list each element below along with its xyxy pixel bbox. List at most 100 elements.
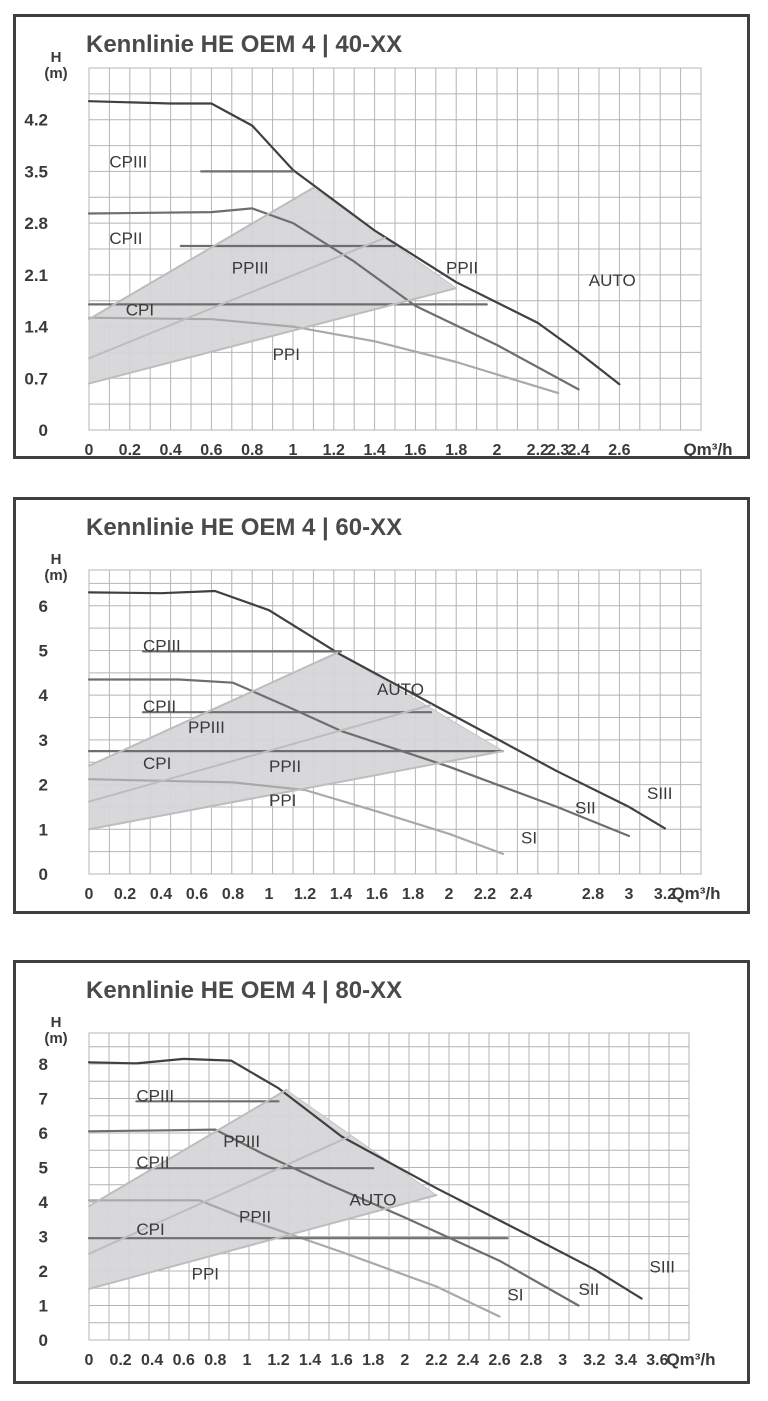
x-tick-label: 3 bbox=[625, 886, 634, 903]
x-tick-label: 1.4 bbox=[299, 1352, 321, 1369]
series-line-si bbox=[87, 1199, 501, 1318]
curve-label: SI bbox=[507, 1285, 523, 1304]
chart-80: CPIII CPII CPI PPIII PPII AUTO PPI SI SII SIII H(m… bbox=[39, 1014, 716, 1369]
x-tick-label: 0.8 bbox=[222, 886, 244, 903]
curve-label: SI bbox=[521, 829, 537, 848]
x-tick-label: 2.3 bbox=[547, 442, 569, 459]
x-tick-label: 0.8 bbox=[241, 442, 263, 459]
chart-60: CPIII CPII CPI PPIII PPII AUTO PPI SI SII SIII H(m… bbox=[39, 551, 721, 903]
x-tick-label: 0 bbox=[85, 442, 94, 459]
y-tick-label: 4 bbox=[39, 1193, 49, 1212]
x-tick-label: 3.2 bbox=[583, 1352, 605, 1369]
x-tick-label: 1.4 bbox=[330, 886, 352, 903]
curve-label: SII bbox=[578, 1280, 599, 1299]
series-line-si bbox=[87, 316, 560, 395]
y-axis-label: (m) bbox=[44, 567, 67, 584]
y-axis-label: (m) bbox=[44, 1030, 67, 1047]
series-line-siii bbox=[87, 589, 667, 830]
curve-label: AUTO bbox=[377, 680, 424, 699]
curve-label: CPI bbox=[136, 1220, 164, 1239]
y-tick-label: 2.8 bbox=[24, 214, 48, 233]
x-tick-label: 1.8 bbox=[402, 886, 424, 903]
curve-label: CPI bbox=[143, 754, 171, 773]
y-axis-label: H bbox=[51, 1014, 62, 1031]
curve-label: PPIII bbox=[188, 718, 225, 737]
x-tick-label: 0 bbox=[85, 1352, 94, 1369]
series-line-ppiii bbox=[88, 186, 315, 321]
curve-label: CPII bbox=[109, 229, 142, 248]
x-tick-label: 0.6 bbox=[186, 886, 208, 903]
y-tick-label: 4 bbox=[39, 686, 49, 705]
x-tick-label: 0.4 bbox=[150, 886, 172, 903]
series-line-si bbox=[87, 778, 505, 855]
x-tick-label: 0.6 bbox=[173, 1352, 195, 1369]
y-axis-label: H bbox=[51, 551, 62, 568]
curve-label: PPI bbox=[273, 345, 300, 364]
curve-label: CPII bbox=[136, 1153, 169, 1172]
x-tick-label: 1.2 bbox=[323, 442, 345, 459]
chart-panel-80: Kennlinie HE OEM 4 | 80-XX CPIII CPII CPI P… bbox=[13, 960, 750, 1384]
curve-label: PPIII bbox=[223, 1132, 260, 1151]
x-tick-label: 1.4 bbox=[363, 442, 385, 459]
curve-label: CPIII bbox=[143, 636, 181, 655]
chart-40: CPIIICPIICPIPPIIIPPIIAUTOPPISISIISIIIH(m… bbox=[24, 49, 732, 459]
series-line-ppii bbox=[88, 1135, 351, 1255]
series-line-siii bbox=[87, 1057, 643, 1300]
y-tick-label: 5 bbox=[39, 641, 48, 660]
chart-title: Kennlinie HE OEM 4 | 80-XX bbox=[86, 977, 403, 1004]
y-tick-label: 2 bbox=[39, 1262, 48, 1281]
x-tick-label: 0.2 bbox=[114, 886, 136, 903]
curve-label: PPI bbox=[269, 791, 296, 810]
x-tick-label: 3.4 bbox=[615, 1352, 637, 1369]
y-tick-label: 3 bbox=[39, 731, 48, 750]
y-tick-label: 3.5 bbox=[24, 162, 48, 181]
series-line-sii bbox=[87, 678, 631, 838]
x-tick-label: 2.4 bbox=[510, 886, 532, 903]
y-tick-label: 0 bbox=[39, 1331, 48, 1350]
y-tick-label: 1.4 bbox=[24, 318, 48, 337]
series-line-ppi bbox=[88, 1194, 438, 1290]
x-tick-label: 2.8 bbox=[582, 886, 604, 903]
series-line-ppiii bbox=[88, 651, 339, 767]
x-tick-label: 1.6 bbox=[366, 886, 388, 903]
y-tick-label: 5 bbox=[39, 1159, 48, 1178]
y-tick-label: 6 bbox=[39, 1124, 48, 1143]
y-tick-label: 8 bbox=[39, 1055, 48, 1074]
y-tick-label: 1 bbox=[39, 1297, 48, 1316]
series-line-sii bbox=[87, 207, 580, 391]
y-tick-label: 2.1 bbox=[24, 266, 48, 285]
x-tick-label: 0.2 bbox=[119, 442, 141, 459]
curve-label: SIII bbox=[647, 784, 673, 803]
x-axis-label: Qm³/h bbox=[671, 884, 720, 903]
series-line-ppii bbox=[88, 236, 386, 360]
y-tick-label: 0 bbox=[39, 421, 48, 440]
chart-title: Kennlinie HE OEM 4 | 40-XX bbox=[86, 31, 403, 58]
x-tick-label: 1.2 bbox=[267, 1352, 289, 1369]
auto-region bbox=[88, 1089, 438, 1290]
x-tick-label: 3 bbox=[558, 1352, 567, 1369]
curve-label: PPII bbox=[239, 1208, 271, 1227]
series-line-ppi bbox=[88, 287, 458, 385]
curve-label: AUTO bbox=[350, 1190, 397, 1209]
x-axis-label: Qm³/h bbox=[683, 440, 732, 459]
series-line-ppii bbox=[88, 704, 432, 803]
x-tick-label: 0.4 bbox=[159, 442, 181, 459]
x-tick-label: 2.6 bbox=[608, 442, 630, 459]
chart-panel-60: Kennlinie HE OEM 4 | 60-XX CPIII CPII CPI P… bbox=[13, 497, 750, 914]
x-tick-label: 2.2 bbox=[527, 442, 549, 459]
curve-label: SIII bbox=[650, 1258, 676, 1277]
x-axis-label: Qm³/h bbox=[666, 1350, 715, 1369]
x-tick-label: 2.8 bbox=[520, 1352, 542, 1369]
series-line-ppi bbox=[88, 750, 504, 831]
x-tick-label: 1.8 bbox=[362, 1352, 384, 1369]
x-tick-label: 1 bbox=[265, 886, 274, 903]
x-tick-label: 0.4 bbox=[141, 1352, 163, 1369]
x-tick-label: 0 bbox=[85, 886, 94, 903]
chart-title: Kennlinie HE OEM 4 | 60-XX bbox=[86, 514, 403, 541]
x-tick-label: 0.2 bbox=[109, 1352, 131, 1369]
curve-label: CPI bbox=[126, 300, 154, 319]
curve-label: PPII bbox=[269, 757, 301, 776]
plot-frame bbox=[88, 569, 702, 875]
x-tick-label: 0.6 bbox=[200, 442, 222, 459]
x-tick-label: 2.2 bbox=[425, 1352, 447, 1369]
